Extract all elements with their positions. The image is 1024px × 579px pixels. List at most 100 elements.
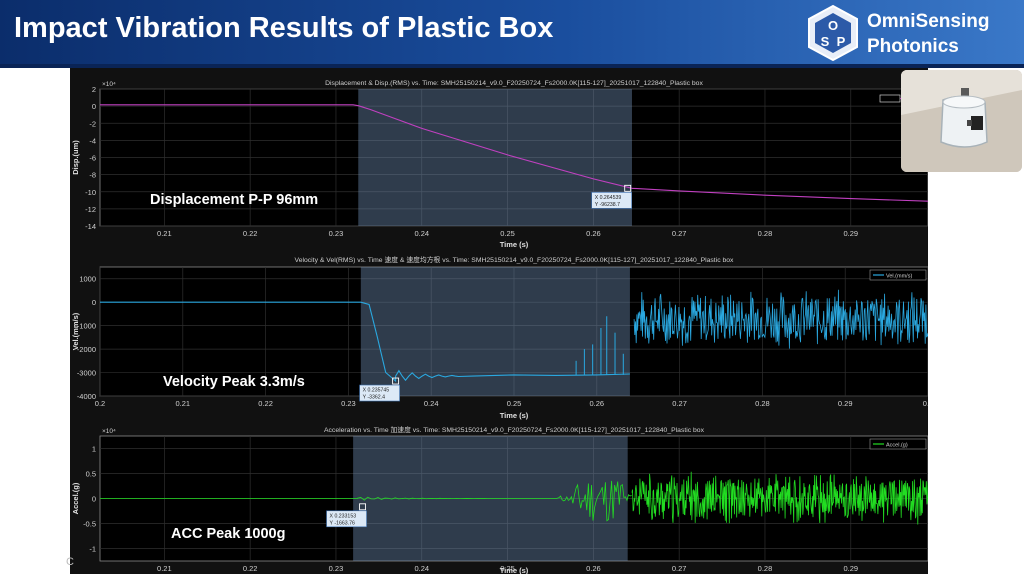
x-tick-label: 0.23 (329, 564, 344, 573)
y-axis-label: Disp.(um) (71, 140, 80, 175)
y-tick-label: 0 (92, 495, 96, 504)
series-noise (633, 289, 929, 349)
x-tick-label: 0.29 (843, 229, 858, 238)
chart-title: Acceleration vs. Time 加速度 vs. Time: SMH2… (324, 425, 705, 434)
charts-canvas: Displacement & Disp.(RMS) vs. Time: SMH2… (71, 80, 933, 575)
datatip-marker (392, 377, 400, 385)
y-tick-label: -2000 (77, 345, 96, 354)
plastic-box-with-sensor-photo (901, 70, 1022, 172)
y-tick-label: 0 (92, 298, 96, 307)
x-tick-label: 0.25 (507, 399, 522, 408)
x-tick-label: 0.22 (243, 229, 258, 238)
datatip-x: X 0.264539 (595, 195, 622, 201)
datatip-y: Y -3362.4 (363, 395, 386, 401)
y-tick-label: -8 (89, 171, 96, 180)
footer-mark: C (66, 556, 74, 568)
annotation-label: ACC Peak 1000g (171, 526, 285, 542)
chart-title: Velocity & Vel(RMS) vs. Time 速度 & 速度均方根 … (295, 255, 734, 264)
datatip-marker (624, 184, 632, 192)
legend-entry: Accel.(g) (886, 443, 908, 449)
datatip-y: Y -1663.76 (330, 520, 355, 526)
x-tick-label: 0.24 (424, 399, 439, 408)
chart-panel-2: Velocity & Vel(RMS) vs. Time 速度 & 速度均方根 … (71, 255, 933, 420)
datatip-x: X 0.233153 (330, 513, 357, 519)
x-tick-label: 0.28 (755, 399, 770, 408)
y-tick-label: -10 (85, 188, 96, 197)
x-tick-label: 0.23 (341, 399, 356, 408)
x-tick-label: 0.27 (672, 564, 687, 573)
y-tick-label: -0.5 (83, 520, 96, 529)
y-tick-label: -6 (89, 154, 96, 163)
y-tick-label: -1000 (77, 322, 96, 331)
y-exponent-label: ×10⁴ (102, 428, 116, 435)
slide-title: Impact Vibration Results of Plastic Box (14, 12, 554, 44)
x-tick-label: 0.21 (157, 229, 172, 238)
y-tick-label: 0 (92, 102, 96, 111)
legend-box (869, 269, 927, 281)
x-tick-label: 0.21 (157, 564, 172, 573)
brand-name: OmniSensing Photonics (867, 9, 989, 59)
brand-line2: Photonics (867, 36, 959, 57)
y-axis-label: Accel.(g) (71, 482, 80, 514)
x-tick-label: 0.21 (175, 399, 190, 408)
x-tick-label: 0.28 (758, 229, 773, 238)
datatip-x: X 0.235745 (363, 388, 390, 394)
highlight-region (358, 89, 632, 226)
header-stripe (0, 64, 1024, 68)
x-tick-label: 0.25 (500, 229, 515, 238)
y-tick-label: -4 (89, 136, 96, 145)
logo-letter: P (837, 34, 846, 49)
annotation-label: Displacement P-P 96mm (150, 192, 318, 208)
y-tick-label: -12 (85, 205, 96, 214)
x-tick-label: 0.24 (414, 229, 429, 238)
x-tick-label: 0.22 (243, 564, 258, 573)
brand-line1: OmniSensing (867, 11, 990, 32)
chart-title: Displacement & Disp.(RMS) vs. Time: SMH2… (325, 80, 703, 87)
y-tick-label: 0.5 (86, 470, 96, 479)
y-tick-label: 1000 (79, 275, 96, 284)
x-tick-label: 0.22 (258, 399, 273, 408)
series-line (100, 104, 929, 202)
logo-letter: S (821, 34, 830, 49)
y-exponent-label: ×10⁴ (102, 81, 116, 88)
matlab-figure: Displacement & Disp.(RMS) vs. Time: SMH2… (70, 68, 933, 575)
x-tick-label: 0.24 (414, 564, 429, 573)
y-tick-label: 2 (92, 85, 96, 94)
datatip-box (326, 510, 367, 528)
x-tick-label: 0.23 (329, 229, 344, 238)
x-tick-label: 0.26 (589, 399, 604, 408)
x-tick-label: 0.29 (838, 399, 853, 408)
company-logo-icon: O S P (806, 4, 860, 62)
annotation-label: Velocity Peak 3.3m/s (163, 374, 305, 390)
y-tick-label: -2 (89, 119, 96, 128)
logo-letter: O (828, 18, 838, 33)
legend-box (869, 438, 927, 450)
x-tick-label: 0.26 (586, 564, 601, 573)
x-axis-label: Time (s) (500, 566, 529, 574)
y-tick-label: -3000 (77, 369, 96, 378)
datatip-marker (359, 503, 367, 511)
series-noise (631, 471, 929, 525)
datatip-y: Y -96238.7 (595, 202, 620, 208)
chart-panel-1: Displacement & Disp.(RMS) vs. Time: SMH2… (71, 80, 929, 249)
y-tick-label: -14 (85, 222, 96, 231)
chart-panel-3: Acceleration vs. Time 加速度 vs. Time: SMH2… (71, 425, 929, 575)
x-axis-label: Time (s) (500, 240, 529, 249)
x-tick-label: 0.3 (923, 399, 928, 408)
x-tick-label: 0.29 (843, 564, 858, 573)
series-line (100, 480, 632, 522)
x-tick-label: 0.27 (672, 399, 687, 408)
series-line (100, 301, 630, 383)
y-axis-label: Vel.(mm/s) (71, 312, 80, 350)
x-tick-label: 0.2 (95, 399, 105, 408)
y-tick-label: 1 (92, 445, 96, 454)
x-axis-label: Time (s) (500, 411, 529, 420)
datatip-box (359, 384, 400, 402)
x-tick-label: 0.28 (758, 564, 773, 573)
x-tick-label: 0.26 (586, 229, 601, 238)
datatip-box (591, 192, 632, 209)
x-tick-label: 0.27 (672, 229, 687, 238)
x-tick-label: 0.25 (500, 564, 515, 573)
legend-entry: Vel.(mm/s) (886, 274, 912, 280)
highlight-region (360, 267, 630, 396)
